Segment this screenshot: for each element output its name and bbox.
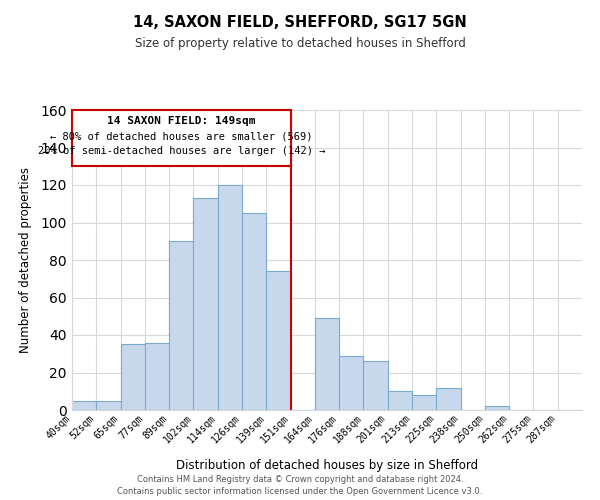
Bar — [96, 400, 121, 410]
FancyBboxPatch shape — [72, 110, 290, 166]
Bar — [339, 356, 364, 410]
Text: Contains HM Land Registry data © Crown copyright and database right 2024.: Contains HM Land Registry data © Crown c… — [137, 475, 463, 484]
Bar — [121, 344, 145, 410]
X-axis label: Distribution of detached houses by size in Shefford: Distribution of detached houses by size … — [176, 458, 478, 471]
Y-axis label: Number of detached properties: Number of detached properties — [19, 167, 32, 353]
Text: Contains public sector information licensed under the Open Government Licence v3: Contains public sector information licen… — [118, 488, 482, 496]
Bar — [412, 395, 436, 410]
Bar — [72, 400, 96, 410]
Bar — [436, 388, 461, 410]
Bar — [388, 391, 412, 410]
Bar — [193, 198, 218, 410]
Text: Size of property relative to detached houses in Shefford: Size of property relative to detached ho… — [134, 38, 466, 51]
Bar — [145, 342, 169, 410]
Bar — [485, 406, 509, 410]
Text: 20% of semi-detached houses are larger (142) →: 20% of semi-detached houses are larger (… — [38, 146, 325, 156]
Bar — [242, 213, 266, 410]
Text: 14 SAXON FIELD: 149sqm: 14 SAXON FIELD: 149sqm — [107, 116, 256, 126]
Text: 14, SAXON FIELD, SHEFFORD, SG17 5GN: 14, SAXON FIELD, SHEFFORD, SG17 5GN — [133, 15, 467, 30]
Bar — [266, 271, 290, 410]
Bar — [364, 361, 388, 410]
Text: ← 80% of detached houses are smaller (569): ← 80% of detached houses are smaller (56… — [50, 131, 313, 141]
Bar — [169, 242, 193, 410]
Bar — [218, 185, 242, 410]
Bar — [315, 318, 339, 410]
